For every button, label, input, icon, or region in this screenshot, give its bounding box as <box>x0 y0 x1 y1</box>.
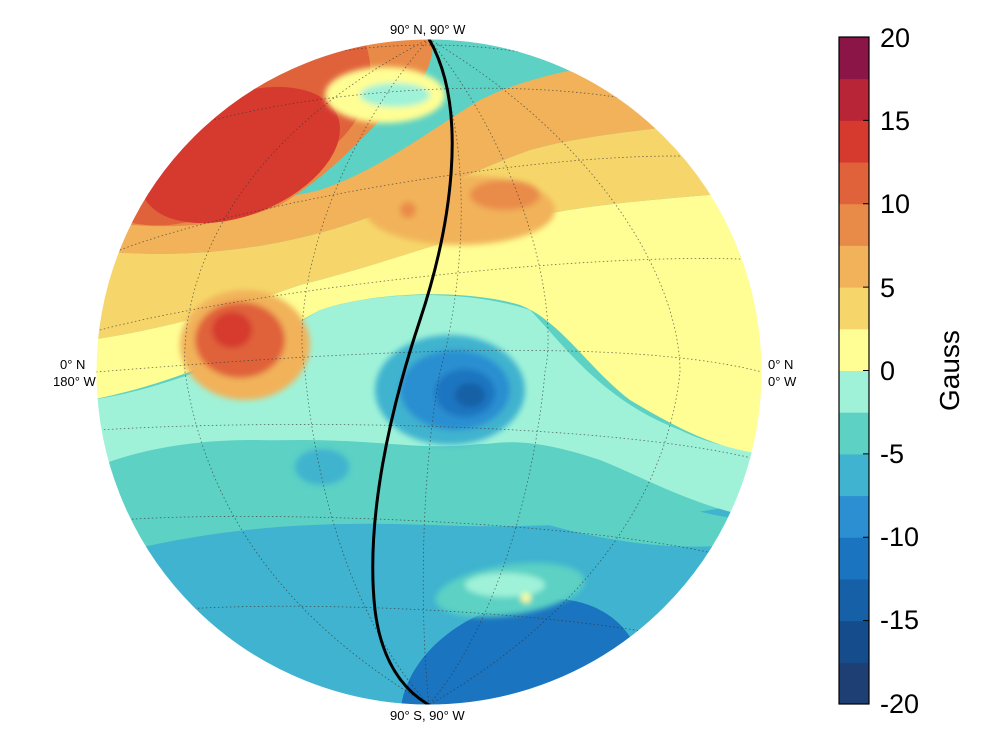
globe-outline <box>95 38 763 706</box>
colorbar-segment <box>839 203 869 246</box>
colorbar-segment <box>839 245 869 288</box>
colorbar-segment <box>839 578 869 622</box>
label-top: 90° N, 90° W <box>390 22 466 37</box>
label-right-line2: 0° W <box>768 374 797 389</box>
colorbar-segment <box>839 328 869 371</box>
patch-north-top <box>325 67 445 123</box>
graticule <box>96 39 762 705</box>
colorbar-segment <box>839 412 869 455</box>
label-bottom: 90° S, 90° W <box>390 708 465 723</box>
band-weak-positive <box>96 190 762 455</box>
patch-west-positive <box>180 290 310 400</box>
colorbar-frame <box>838 36 870 705</box>
patch-south-positive <box>435 563 585 617</box>
colorbar-segment <box>839 120 869 163</box>
label-right-line1: 0° N <box>768 357 794 372</box>
colorbar-segment <box>839 620 869 663</box>
patch-small-negative <box>295 449 349 485</box>
patch-central-negative <box>375 335 525 445</box>
patch-north-east <box>365 175 555 245</box>
colorbar <box>839 36 869 705</box>
colorbar-tick-label: 0 <box>880 356 896 386</box>
meridian-90w-line <box>371 39 454 705</box>
colorbar-tick-label: -15 <box>880 605 920 635</box>
colorbar-tick-label: -20 <box>880 689 920 719</box>
colorbar-segment <box>839 287 869 330</box>
colorbar-segment <box>839 37 869 80</box>
colorbar-tick-label: 15 <box>880 106 911 136</box>
colorbar-segment <box>839 662 869 705</box>
label-left-line2: 180° W <box>53 374 96 389</box>
band-mid-teal <box>96 440 762 547</box>
colorbar-segment <box>839 370 869 413</box>
colorbar-segment <box>839 495 869 538</box>
colorbar-segment <box>839 162 869 205</box>
globe <box>96 39 762 705</box>
colorbar-segment <box>839 78 869 121</box>
label-left-line1: 0° N <box>60 357 86 372</box>
colorbar-tick-label: 20 <box>880 23 911 53</box>
colorbar-segment <box>839 453 869 497</box>
colorbar-title: Gauss <box>934 330 965 411</box>
colorbar-tick-label: 5 <box>880 273 896 303</box>
colorbar-tick-label: -5 <box>880 439 905 469</box>
colorbar-tick-label: 10 <box>880 189 911 219</box>
colorbar-tick-label: -10 <box>880 522 920 552</box>
colorbar-segment <box>839 537 869 580</box>
